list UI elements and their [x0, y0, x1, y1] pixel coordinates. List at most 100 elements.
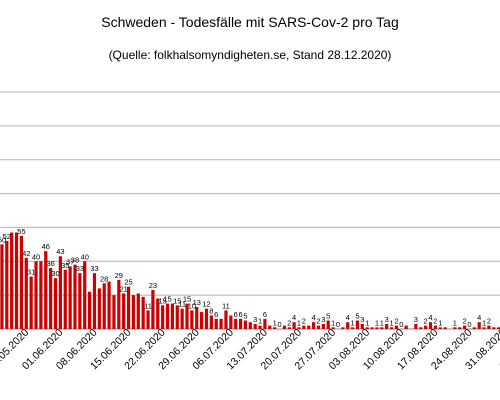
data-label: 13	[193, 298, 201, 307]
bar	[224, 310, 228, 329]
data-label: 42	[22, 249, 30, 258]
data-label: 4	[292, 313, 296, 322]
data-label: 5	[326, 312, 330, 321]
data-label: 1	[350, 318, 354, 327]
data-label: 33	[90, 264, 98, 273]
data-label: 30	[51, 269, 59, 278]
bar	[107, 281, 111, 329]
bar	[243, 320, 248, 329]
bar	[44, 251, 48, 329]
bar	[234, 318, 238, 329]
bar	[458, 327, 462, 329]
data-label: 11	[178, 300, 186, 309]
data-label: 5	[355, 312, 359, 321]
bar	[472, 327, 476, 329]
data-label: 1	[389, 318, 393, 327]
bar	[253, 323, 257, 329]
data-label: 3	[360, 315, 364, 324]
bar	[190, 310, 194, 329]
bar	[365, 327, 369, 329]
bar	[58, 256, 62, 329]
data-label: 15	[158, 296, 166, 305]
bar	[24, 257, 28, 329]
data-label: 2	[487, 317, 491, 326]
bar	[385, 323, 389, 329]
bar	[92, 273, 97, 329]
data-label: 25	[124, 278, 132, 287]
bar	[316, 325, 321, 329]
data-label: 0	[399, 320, 403, 329]
bar	[424, 325, 428, 329]
bar	[229, 315, 233, 329]
data-labels: 5052554231404636304335373833403328292125…	[0, 227, 491, 329]
data-label: 8	[209, 306, 213, 315]
data-label: 1	[297, 318, 301, 327]
bar	[185, 303, 189, 329]
data-label: 40	[32, 252, 40, 261]
bar	[102, 283, 106, 329]
bar	[214, 318, 218, 329]
data-label: 29	[115, 271, 123, 280]
bar	[346, 322, 350, 329]
bar	[219, 318, 223, 329]
bar	[68, 266, 72, 329]
bar	[263, 318, 267, 329]
bar	[200, 312, 204, 329]
bar	[497, 327, 500, 329]
data-label: 3	[321, 315, 325, 324]
data-label: 4	[312, 313, 316, 322]
bar	[122, 293, 126, 329]
data-label: 4	[428, 313, 432, 322]
bar	[156, 298, 160, 329]
data-label: 1	[273, 318, 277, 327]
data-label: 6	[214, 310, 218, 319]
data-label: 50	[0, 235, 6, 244]
bar	[312, 322, 316, 329]
bar	[165, 303, 170, 329]
data-label: 37	[66, 257, 74, 266]
bar	[195, 306, 199, 329]
bar	[370, 327, 374, 329]
data-label: 1	[365, 318, 369, 327]
bar	[282, 325, 286, 329]
data-label: 0	[467, 320, 471, 329]
bar	[482, 327, 486, 329]
bar	[341, 327, 345, 329]
bar	[63, 269, 67, 329]
data-label: 6	[238, 310, 242, 319]
data-label: 0	[277, 320, 281, 329]
bar	[297, 327, 301, 329]
bar	[326, 320, 330, 329]
chart-title: Schweden - Todesfälle mit SARS-Cov-2 pro…	[101, 14, 399, 30]
data-label: 21	[120, 284, 128, 293]
bar	[258, 325, 262, 329]
bar	[112, 295, 116, 329]
bar	[151, 290, 155, 329]
bar	[355, 320, 360, 329]
bar	[97, 288, 101, 329]
bar	[10, 232, 14, 329]
bar	[302, 325, 306, 329]
data-label: 33	[76, 264, 84, 273]
bar	[175, 305, 179, 329]
bar	[170, 303, 174, 329]
chart-subtitle: (Quelle: folkhalsomyndigheten.se, Stand …	[108, 48, 392, 62]
bar	[433, 325, 437, 329]
bar	[292, 322, 296, 329]
data-label: 4	[477, 313, 481, 322]
bar	[204, 308, 209, 329]
bar	[307, 325, 311, 329]
bar	[487, 325, 491, 329]
x-axis-ticks: 25.05.202001.06.202008.06.202015.06.2020…	[0, 327, 500, 373]
data-label: 11	[144, 301, 152, 310]
bar	[389, 327, 394, 329]
bar	[428, 322, 433, 329]
data-label: 1	[380, 318, 384, 327]
data-label: 1	[331, 318, 335, 327]
bar	[321, 323, 325, 329]
bar	[492, 327, 496, 329]
bar	[238, 318, 243, 329]
bar	[273, 327, 277, 329]
data-label: 38	[71, 256, 79, 265]
